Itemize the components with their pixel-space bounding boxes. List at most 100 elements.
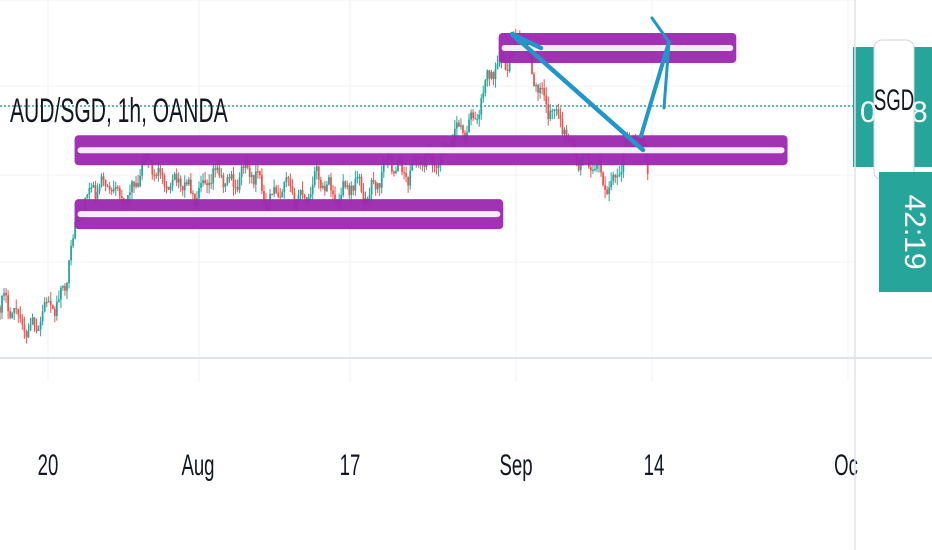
candle-body bbox=[62, 285, 64, 288]
candle-body bbox=[98, 186, 101, 192]
candle-body bbox=[435, 165, 438, 168]
time-axis-tick-label: 20 bbox=[38, 449, 59, 483]
candle-body bbox=[484, 80, 487, 93]
candle-body bbox=[565, 129, 568, 137]
candle-body bbox=[303, 194, 306, 198]
candle-body bbox=[378, 183, 381, 188]
candle-body bbox=[537, 84, 539, 93]
candle-body bbox=[401, 158, 403, 173]
candle-body bbox=[409, 170, 412, 186]
candle-body bbox=[175, 173, 178, 183]
candle-body bbox=[283, 182, 286, 192]
candle-body bbox=[135, 183, 137, 187]
candle-body bbox=[315, 166, 318, 172]
candle-body bbox=[370, 179, 373, 195]
candle-body bbox=[187, 179, 190, 185]
candle-body bbox=[506, 69, 509, 72]
candle-body bbox=[200, 183, 202, 188]
candle-body bbox=[330, 177, 332, 191]
candle-body bbox=[202, 180, 204, 184]
candle-body bbox=[210, 182, 213, 185]
candle-body bbox=[151, 161, 154, 175]
candle-body bbox=[88, 187, 91, 195]
grid-lines bbox=[0, 0, 855, 382]
candle-body bbox=[470, 112, 472, 120]
candle-body bbox=[204, 180, 206, 184]
symbol-title: AUD/SGD, 1h, OANDA bbox=[10, 91, 228, 129]
candle-body bbox=[297, 194, 300, 202]
candle-body bbox=[96, 191, 99, 199]
candle-body bbox=[259, 171, 261, 176]
candle-body bbox=[492, 72, 495, 80]
candle-body bbox=[287, 177, 290, 179]
candle-body bbox=[39, 321, 42, 330]
candle-body bbox=[102, 176, 105, 180]
candle-body bbox=[137, 183, 139, 187]
candle-body bbox=[192, 192, 194, 195]
candle-body bbox=[110, 189, 113, 192]
candle-body bbox=[275, 187, 278, 193]
candle-body bbox=[161, 172, 164, 176]
candle-body bbox=[252, 174, 255, 185]
candle-body bbox=[354, 179, 357, 191]
zone-rectangles bbox=[74, 32, 788, 230]
candle-body bbox=[51, 305, 54, 309]
candle-body bbox=[618, 174, 621, 176]
lower-support-zone-highlight bbox=[77, 211, 501, 218]
candle-body bbox=[66, 282, 68, 291]
candle-body bbox=[25, 331, 28, 338]
candle-body bbox=[23, 324, 26, 332]
trend-arrows bbox=[509, 16, 671, 153]
candle-body bbox=[474, 117, 477, 120]
candle-body bbox=[49, 301, 52, 306]
candle-body bbox=[541, 87, 544, 90]
candle-body bbox=[153, 174, 156, 176]
time-axis-tick-label: Aug bbox=[181, 449, 214, 483]
candle-body bbox=[116, 186, 119, 189]
candle-body bbox=[535, 84, 537, 87]
candle-body bbox=[458, 122, 460, 127]
candle-body bbox=[313, 171, 316, 185]
candle-body bbox=[228, 177, 231, 179]
candle-body bbox=[120, 196, 123, 199]
candle-body bbox=[299, 189, 302, 195]
ascending-arrow-line bbox=[639, 40, 671, 138]
candle-body bbox=[646, 158, 649, 174]
candle-body bbox=[602, 172, 604, 186]
candle-body bbox=[486, 70, 489, 81]
candle-body bbox=[372, 179, 375, 182]
candle-body bbox=[220, 175, 223, 177]
candle-body bbox=[37, 329, 40, 331]
candle-body bbox=[374, 181, 377, 190]
candle-body bbox=[100, 176, 103, 187]
candle-body bbox=[608, 187, 611, 195]
price-scale[interactable]: 0 8 SGD 42:19 bbox=[853, 0, 932, 550]
candle-body bbox=[242, 166, 245, 168]
candle-body bbox=[614, 174, 617, 178]
candle-body bbox=[397, 160, 399, 172]
candle-body bbox=[488, 70, 491, 79]
candle-body bbox=[496, 64, 499, 70]
candle-body bbox=[47, 301, 50, 303]
candle-body bbox=[17, 309, 20, 315]
candle-body bbox=[45, 302, 48, 304]
candle-body bbox=[332, 190, 334, 195]
candle-body bbox=[358, 176, 361, 178]
time-axis-tick-label: 14 bbox=[644, 449, 665, 483]
candle-body bbox=[43, 302, 46, 312]
candle-body bbox=[86, 194, 89, 198]
candle-body bbox=[411, 164, 414, 171]
candle-body bbox=[490, 72, 493, 79]
candle-body bbox=[11, 312, 14, 318]
candle-body bbox=[323, 185, 326, 192]
candle-body bbox=[234, 186, 237, 189]
candle-body bbox=[531, 55, 533, 75]
candle-body bbox=[494, 69, 497, 80]
candle-body bbox=[248, 167, 251, 177]
candle-body bbox=[348, 185, 351, 195]
candle-body bbox=[596, 165, 598, 169]
candle-body bbox=[301, 189, 304, 195]
candle-body bbox=[291, 186, 294, 193]
countdown-timer: 42:19 bbox=[898, 194, 931, 269]
